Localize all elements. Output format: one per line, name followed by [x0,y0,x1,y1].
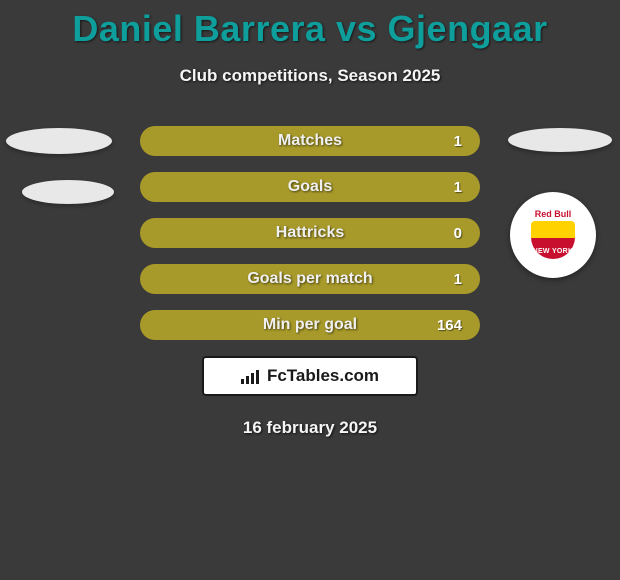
stat-row-goals: Goals 1 [140,172,480,202]
stat-row-matches: Matches 1 [140,126,480,156]
team-right-placeholder-1 [508,128,612,152]
subtitle: Club competitions, Season 2025 [0,66,620,86]
team-left-placeholder-1 [6,128,112,154]
brand-pill[interactable]: FcTables.com [202,356,418,396]
stat-right-value: 1 [432,133,462,150]
brand-text: FcTables.com [267,366,379,386]
club-badge-right: Red Bull NEW YORK [510,192,596,278]
stat-right-value: 0 [432,225,462,242]
barchart-icon [241,368,261,384]
stat-label: Min per goal [263,316,357,334]
stat-right-value: 1 [432,271,462,288]
stat-right-value: 1 [432,179,462,196]
redbull-ny-icon: Red Bull NEW YORK [520,207,586,263]
page-title: Daniel Barrera vs Gjengaar [0,0,620,50]
team-left-placeholder-2 [22,180,114,204]
stat-row-goals-per-match: Goals per match 1 [140,264,480,294]
stat-row-min-per-goal: Min per goal 164 [140,310,480,340]
badge-shield-icon: NEW YORK [531,221,575,259]
stat-label: Hattricks [276,224,344,242]
badge-brand-text: Red Bull [535,209,572,219]
stat-label: Matches [278,132,342,150]
stat-label: Goals per match [247,270,372,288]
stats-block: Red Bull NEW YORK Matches 1 Goals 1 Hatt… [0,126,620,340]
stat-right-value: 164 [432,317,462,334]
snapshot-date: 16 february 2025 [0,418,620,438]
stat-row-hattricks: Hattricks 0 [140,218,480,248]
stat-label: Goals [288,178,332,196]
badge-city-text: NEW YORK [533,248,574,259]
